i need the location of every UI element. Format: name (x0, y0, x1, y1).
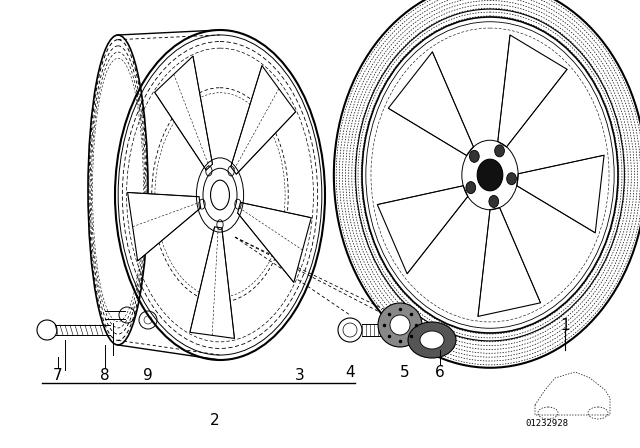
Text: 7: 7 (53, 367, 63, 383)
Polygon shape (516, 155, 604, 233)
Ellipse shape (495, 145, 504, 157)
Ellipse shape (507, 173, 516, 185)
Polygon shape (237, 202, 311, 282)
Ellipse shape (420, 331, 444, 349)
Ellipse shape (489, 195, 499, 207)
Ellipse shape (390, 315, 410, 335)
Text: 6: 6 (435, 365, 445, 379)
Polygon shape (478, 208, 541, 316)
Polygon shape (498, 35, 567, 147)
Polygon shape (155, 56, 212, 170)
Ellipse shape (408, 322, 456, 358)
Ellipse shape (477, 159, 503, 191)
Ellipse shape (466, 181, 476, 194)
Ellipse shape (378, 303, 422, 347)
Text: 3: 3 (295, 367, 305, 383)
Text: 5: 5 (400, 365, 410, 379)
Text: 1: 1 (560, 318, 570, 332)
Polygon shape (231, 65, 296, 174)
Text: 8: 8 (100, 367, 110, 383)
Polygon shape (388, 52, 474, 155)
Ellipse shape (338, 318, 362, 342)
Text: 9: 9 (143, 367, 153, 383)
Text: 4: 4 (345, 365, 355, 379)
Polygon shape (190, 227, 234, 338)
Ellipse shape (470, 151, 479, 162)
Text: 01232928: 01232928 (525, 419, 569, 428)
Polygon shape (127, 193, 201, 261)
Text: 2: 2 (210, 413, 220, 427)
Polygon shape (378, 186, 468, 274)
